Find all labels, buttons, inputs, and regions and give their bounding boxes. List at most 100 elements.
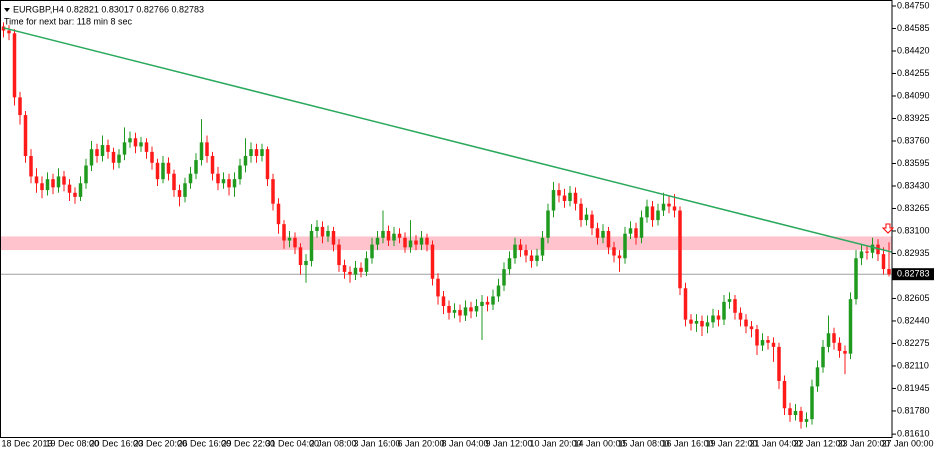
candle-body [683, 288, 688, 320]
bid-label: 0.82783 [897, 269, 930, 279]
candle-body [491, 296, 495, 305]
candle-body [667, 203, 671, 207]
candle-body [403, 237, 407, 248]
candle-body [848, 299, 853, 354]
x-tick-label: 27 Jan 00:00 [882, 438, 934, 448]
candle-body [122, 142, 127, 155]
candle-body [271, 179, 275, 204]
candle-body [480, 301, 484, 306]
candle-body [18, 97, 22, 116]
x-tick-label: 21 Jan 04:00 [750, 438, 802, 448]
x-tick-label: 18 Dec 2013 [2, 438, 53, 448]
candle-body [326, 230, 330, 237]
candle-body [210, 155, 215, 174]
candle-body [733, 299, 737, 313]
x-tick-label: 15 Jan 08:00 [618, 438, 670, 448]
candle-body [276, 203, 281, 225]
candle-body [540, 237, 545, 256]
candle-body [821, 346, 825, 368]
candle-body [502, 269, 506, 286]
candle-body [474, 305, 479, 312]
y-tick-label: 0.83595 [897, 158, 930, 168]
candle-body [62, 176, 66, 185]
candle-body [348, 271, 352, 275]
candle-body [150, 151, 154, 163]
candle-body [507, 258, 512, 270]
candle-body [128, 138, 132, 143]
candle-body [590, 214, 594, 229]
candle-body [447, 305, 451, 313]
candle-body [260, 149, 264, 156]
y-tick-label: 0.84750 [897, 0, 930, 10]
candle-body [386, 230, 391, 241]
candle-body [524, 250, 528, 256]
candle-body [656, 210, 660, 221]
candle-body [320, 226, 325, 237]
y-tick-label: 0.81610 [897, 429, 930, 439]
candle-body [529, 255, 534, 261]
x-tick-label: 20 Dec 16:00 [90, 438, 144, 448]
candle-body [7, 30, 11, 34]
candle-body [793, 410, 798, 416]
candle-body [645, 206, 649, 218]
plot-frame [0, 0, 893, 438]
candle-body [34, 176, 39, 184]
candle-body [117, 154, 121, 163]
candle-body [557, 190, 561, 196]
candle-body [639, 217, 644, 238]
candle-body [414, 240, 418, 245]
candle-body [859, 251, 864, 259]
candle-body [760, 340, 765, 346]
candle-body [788, 408, 792, 416]
candle-body [177, 190, 182, 197]
x-tick-label: 10 Jan 20:00 [530, 438, 582, 448]
candle-body [89, 149, 94, 166]
candle-body [40, 183, 44, 191]
y-tick-label: 0.82440 [897, 315, 930, 325]
candle-body [331, 230, 336, 245]
candle-body [496, 285, 501, 297]
candle-body [293, 237, 297, 248]
x-tick-label: 29 Dec 22:00 [222, 438, 276, 448]
candle-body [425, 237, 429, 245]
candle-body [716, 315, 721, 320]
candle-body [95, 149, 99, 156]
candle-body [628, 228, 633, 234]
x-tick-label: 9 Jan 12:00 [486, 438, 533, 448]
candle-body [397, 233, 402, 238]
bid-label-box [892, 268, 934, 281]
candle-body [419, 237, 424, 245]
candle-body [469, 307, 473, 312]
y-tick-label: 0.84255 [897, 68, 930, 78]
candle-body [568, 192, 572, 201]
y-tick-label: 0.84090 [897, 90, 930, 100]
x-tick-label: 31 Dec 04:00 [266, 438, 320, 448]
trendline [3, 27, 892, 253]
candle-body [111, 151, 116, 163]
candle-body [513, 244, 517, 259]
y-tick-label: 0.83430 [897, 180, 930, 190]
y-tick-label: 0.84420 [897, 45, 930, 55]
candle-body [584, 214, 589, 221]
candle-body [381, 230, 385, 238]
candle-body [359, 267, 363, 272]
candle-body [722, 301, 726, 320]
x-tick-label: 26 Dec 16:00 [178, 438, 232, 448]
candle-body [766, 340, 770, 343]
candle-body [144, 142, 149, 152]
menu-triangle[interactable] [4, 8, 10, 12]
candle-body [463, 307, 468, 316]
y-tick-label: 0.84585 [897, 23, 930, 33]
candle-body [826, 333, 831, 347]
candle-body [12, 33, 17, 98]
candle-body [843, 350, 847, 354]
candle-body [232, 179, 237, 188]
candle-body [194, 160, 198, 174]
candle-body [832, 333, 836, 343]
y-tick-label: 0.82935 [897, 248, 930, 258]
candle-body [441, 296, 446, 306]
y-tick-label: 0.83100 [897, 225, 930, 235]
candle-body [337, 244, 341, 266]
candle-body [810, 386, 814, 420]
